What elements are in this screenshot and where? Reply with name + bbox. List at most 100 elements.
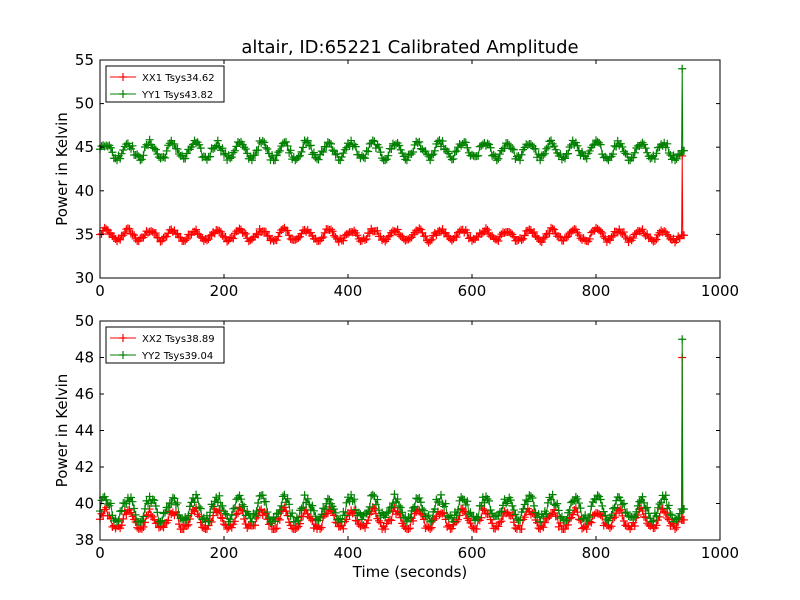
data-point [667, 519, 676, 528]
data-point [244, 510, 253, 519]
y-axis-label: Power in Kelvin [53, 374, 71, 488]
data-point [125, 224, 134, 233]
data-point [528, 494, 537, 503]
data-point [137, 155, 146, 164]
data-point [478, 228, 487, 237]
data-point [117, 506, 126, 515]
data-point [308, 501, 317, 510]
data-point [147, 511, 156, 520]
data-point [615, 225, 624, 234]
series-markers [96, 151, 689, 247]
data-point [630, 148, 639, 157]
data-point [241, 229, 250, 238]
data-point [337, 517, 346, 526]
data-point [623, 150, 631, 159]
data-point [647, 517, 656, 526]
data-point [227, 233, 236, 242]
data-point [156, 517, 165, 526]
data-point [375, 143, 383, 152]
data-point [489, 150, 498, 159]
data-point [139, 523, 148, 532]
x-tick-label: 1000 [701, 282, 739, 300]
data-point [206, 508, 215, 517]
data-point [364, 507, 373, 516]
data-point [652, 235, 661, 244]
data-point [192, 225, 201, 234]
data-point [472, 512, 481, 521]
data-point [258, 491, 267, 500]
data-point [127, 493, 135, 502]
data-point [640, 498, 649, 507]
data-point [561, 516, 569, 525]
data-point [486, 505, 495, 514]
data-point [139, 151, 148, 160]
x-tick-label: 600 [458, 544, 487, 562]
data-point [159, 509, 168, 518]
data-point [630, 521, 639, 530]
y-tick-label: 38 [75, 531, 94, 549]
data-point [551, 145, 560, 154]
data-point [621, 149, 630, 158]
x-tick-label: 0 [95, 544, 105, 562]
data-point [299, 143, 308, 152]
data-point [282, 507, 290, 516]
y-tick-label: 45 [75, 138, 94, 156]
data-point [140, 504, 149, 513]
data-point [680, 504, 689, 513]
data-point [542, 509, 551, 518]
data-point [361, 235, 370, 244]
data-point [578, 515, 587, 524]
data-point [202, 525, 211, 534]
data-point [588, 141, 597, 150]
data-point [136, 517, 145, 526]
data-point [650, 236, 659, 245]
data-point [316, 513, 325, 522]
data-point [536, 517, 545, 526]
data-point [447, 513, 456, 522]
data-point [664, 148, 673, 157]
data-point [182, 149, 191, 158]
data-point [235, 491, 244, 500]
data-point [175, 520, 184, 529]
data-point [416, 498, 425, 507]
data-point [452, 233, 461, 242]
data-point [340, 145, 349, 154]
data-point [247, 156, 256, 165]
data-point [168, 493, 177, 502]
data-point [547, 510, 556, 519]
data-point [638, 225, 647, 234]
data-point [441, 499, 450, 508]
data-point [629, 234, 638, 243]
data-point [364, 147, 373, 156]
data-point [492, 156, 501, 165]
data-point [382, 509, 391, 518]
data-point [351, 142, 360, 151]
data-point [319, 504, 328, 513]
data-point [232, 510, 241, 519]
data-point [640, 512, 649, 521]
data-point [461, 138, 470, 147]
data-point [508, 501, 517, 510]
data-point [429, 150, 438, 159]
data-point [303, 136, 312, 145]
data-point [309, 148, 318, 157]
data-point [182, 515, 191, 524]
data-point [283, 141, 292, 150]
data-point [117, 149, 126, 158]
data-point [573, 141, 582, 150]
data-point [159, 152, 168, 161]
data-point [159, 523, 168, 532]
data-point [562, 233, 571, 242]
data-point [503, 139, 512, 148]
data-point [517, 236, 526, 245]
data-point [252, 507, 261, 516]
data-point [286, 146, 295, 155]
data-point [497, 507, 506, 516]
data-point [347, 490, 356, 499]
data-point [607, 233, 616, 242]
data-point [364, 516, 373, 525]
data-point [382, 155, 391, 164]
data-point [323, 494, 332, 503]
data-point [196, 232, 205, 241]
data-point [410, 502, 419, 511]
